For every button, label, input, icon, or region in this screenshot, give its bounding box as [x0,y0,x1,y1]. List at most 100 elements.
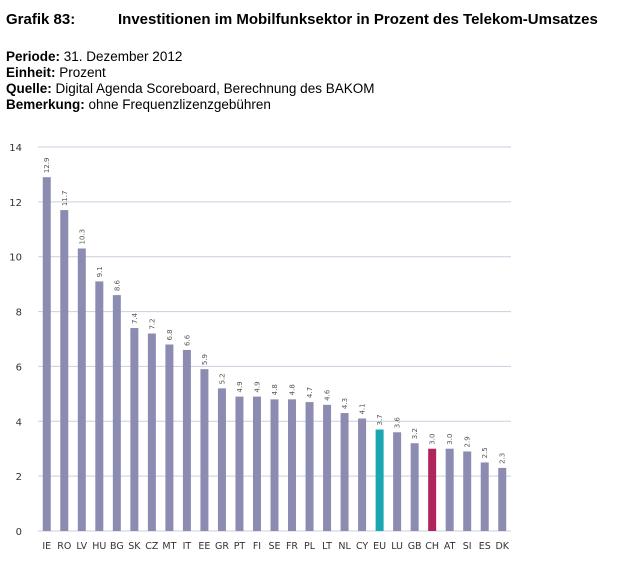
meta-einheit-key: Einheit: [6,65,56,80]
y-tick-label: 14 [9,143,22,154]
bar-se [270,399,279,531]
bar-gr [217,388,226,531]
value-label: 11.7 [61,190,69,206]
bar-bg [112,295,121,531]
bar-cy [358,418,367,531]
x-tick-label: IE [42,541,51,552]
figure-title: Investitionen im Mobilfunksektor in Proz… [118,11,598,28]
x-tick-label: HU [92,541,106,552]
value-label: 4.9 [253,381,261,392]
bar-hu [95,281,104,531]
x-tick-label: FI [253,541,261,552]
bar-fr [288,399,297,531]
value-label: 5.2 [218,373,226,384]
meta-periode-key: Periode: [6,49,61,64]
value-label: 9.1 [96,266,104,277]
value-label: 6.8 [166,329,174,340]
bar-cz [147,333,156,531]
value-label: 3.0 [446,434,454,445]
meta-bemerkung-value: ohne Frequenzlizenzgebühren [84,97,271,112]
x-tick-label: BG [110,541,124,552]
value-label: 3.2 [411,428,419,439]
bar-lu [393,432,402,531]
meta-bemerkung-key: Bemerkung: [6,97,85,112]
meta-quelle: Quelle: Digital Agenda Scoreboard, Berec… [6,81,374,97]
x-tick-label: MT [162,541,176,552]
bar-dk [498,467,507,531]
x-tick-label: AT [444,541,456,552]
value-label: 4.3 [341,398,349,409]
value-label: 8.6 [113,279,121,291]
y-tick-label: 0 [16,527,22,538]
value-label: 6.6 [183,334,191,346]
bar-sk [130,328,139,531]
bar-pt [235,396,244,531]
x-tick-label: EU [373,541,386,552]
bar-mt [165,344,174,531]
bar-si [463,451,472,531]
value-label: 2.5 [481,447,489,458]
bar-ie [42,177,51,531]
value-label: 7.4 [131,312,139,324]
x-tick-label: EE [198,541,210,552]
x-tick-label: SK [128,541,141,552]
x-tick-label: PT [234,541,246,552]
bar-ro [60,210,69,532]
bar-es [480,462,489,531]
value-label: 4.1 [359,403,367,414]
meta-einheit: Einheit: Prozent [6,65,374,81]
x-tick-label: SE [268,541,280,552]
figure-metadata: Periode: 31. Dezember 2012 Einheit: Proz… [6,49,374,113]
x-tick-label: CY [356,541,368,552]
bar-lv [77,248,86,531]
bar-ch [428,448,437,531]
value-label: 4.8 [271,384,279,395]
bar-gb [410,443,419,531]
bar-at [445,448,454,531]
x-tick-label: GR [215,541,229,552]
x-tick-label: RO [57,541,71,552]
value-label: 3.0 [429,434,437,445]
x-tick-label: LT [322,541,332,552]
x-tick-label: PL [304,541,316,552]
x-tick-label: ES [479,541,491,552]
x-tick-label: LV [76,541,87,552]
bar-nl [340,413,349,531]
meta-bemerkung: Bemerkung: ohne Frequenzlizenzgebühren [6,97,374,113]
value-label: 4.7 [306,387,314,398]
x-tick-label: LU [391,541,403,552]
meta-periode: Periode: 31. Dezember 2012 [6,49,374,65]
meta-periode-value: 31. Dezember 2012 [60,49,183,64]
x-tick-label: CZ [145,541,159,552]
y-tick-label: 10 [9,253,22,264]
x-tick-label: DK [495,541,509,552]
y-tick-label: 12 [9,198,22,209]
y-tick-label: 4 [16,417,22,428]
value-label: 2.9 [464,436,472,447]
value-label: 10.3 [78,229,86,245]
y-tick-label: 8 [16,308,22,319]
y-tick-label: 6 [16,362,22,373]
x-tick-label: NL [338,541,351,552]
bar-lt [323,404,332,531]
value-label: 4.8 [289,384,297,395]
value-label: 3.7 [376,414,384,425]
meta-einheit-value: Prozent [55,65,106,80]
value-label: 4.9 [236,381,244,392]
meta-quelle-value: Digital Agenda Scoreboard, Berechnung de… [51,81,375,96]
value-label: 12.9 [43,158,51,174]
y-tick-label: 2 [16,472,22,483]
x-tick-label: SI [463,541,472,552]
meta-quelle-key: Quelle: [6,81,52,96]
figure-number: Grafik 83: [6,11,76,28]
value-label: 3.6 [394,417,402,429]
bar-it [182,349,191,531]
value-label: 7.2 [148,318,156,329]
x-tick-label: GB [408,541,422,552]
value-label: 4.6 [324,389,332,401]
bar-pl [305,402,314,531]
bar-fi [252,396,261,531]
value-label: 2.3 [499,453,507,464]
x-tick-label: IT [183,541,192,552]
